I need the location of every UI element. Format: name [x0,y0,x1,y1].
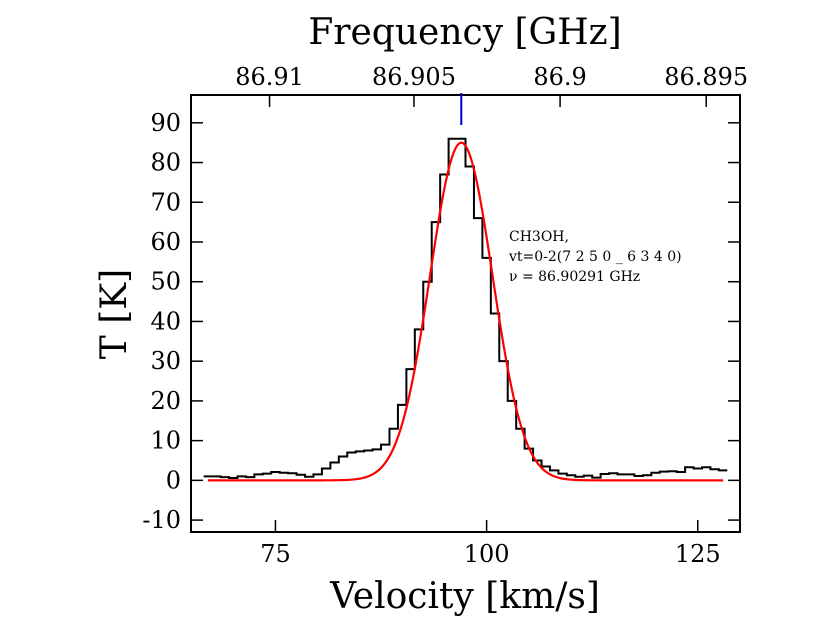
top-tick-label: 86.895 [664,63,748,91]
annotation-line-2: vt=0-2(7 2 5 0 _ 6 3 4 0) [508,249,682,265]
top-tick-label: 86.905 [372,63,456,91]
y-tick-label: 40 [150,307,181,335]
top-axis-title: Frequency [GHz] [308,12,621,53]
x-axis-title: Velocity [km/s] [329,576,600,617]
x-tick-label: 125 [675,540,721,568]
top-tick-label: 86.9 [533,63,586,91]
x-tick-label: 100 [464,540,510,568]
gaussian-model-curve [207,141,724,482]
y-tick-label: 20 [150,387,181,415]
y-tick-label: 90 [150,109,181,137]
annotation-line-1: CH3OH, [509,229,569,245]
y-axis-title: T [K] [94,269,135,359]
y-tick-label: 0 [166,466,181,494]
y-tick-label: -10 [142,506,181,534]
y-tick-label: 30 [150,347,181,375]
x-tick-label: 75 [260,540,291,568]
x-axis-ticks: 75 100 125 [260,520,721,568]
y-tick-label: 10 [150,427,181,455]
top-tick-label: 86.91 [235,63,304,91]
plot-frame [190,94,741,533]
line-annotation: CH3OH, vt=0-2(7 2 5 0 _ 6 3 4 0) ν = 86.… [508,229,682,285]
y-tick-label: 80 [150,149,181,177]
top-axis-ticks: 86.91 86.905 86.9 86.895 [235,63,748,107]
annotation-line-3: ν = 86.90291 GHz [509,269,640,285]
series-layer [203,137,728,482]
y-tick-label: 70 [150,188,181,216]
y-tick-label: 50 [150,268,181,296]
y-tick-label: 60 [150,228,181,256]
observed-spectrum-steps [203,137,728,479]
y-axis-ticks: -10 0 10 20 30 40 50 60 70 80 90 [142,109,740,534]
